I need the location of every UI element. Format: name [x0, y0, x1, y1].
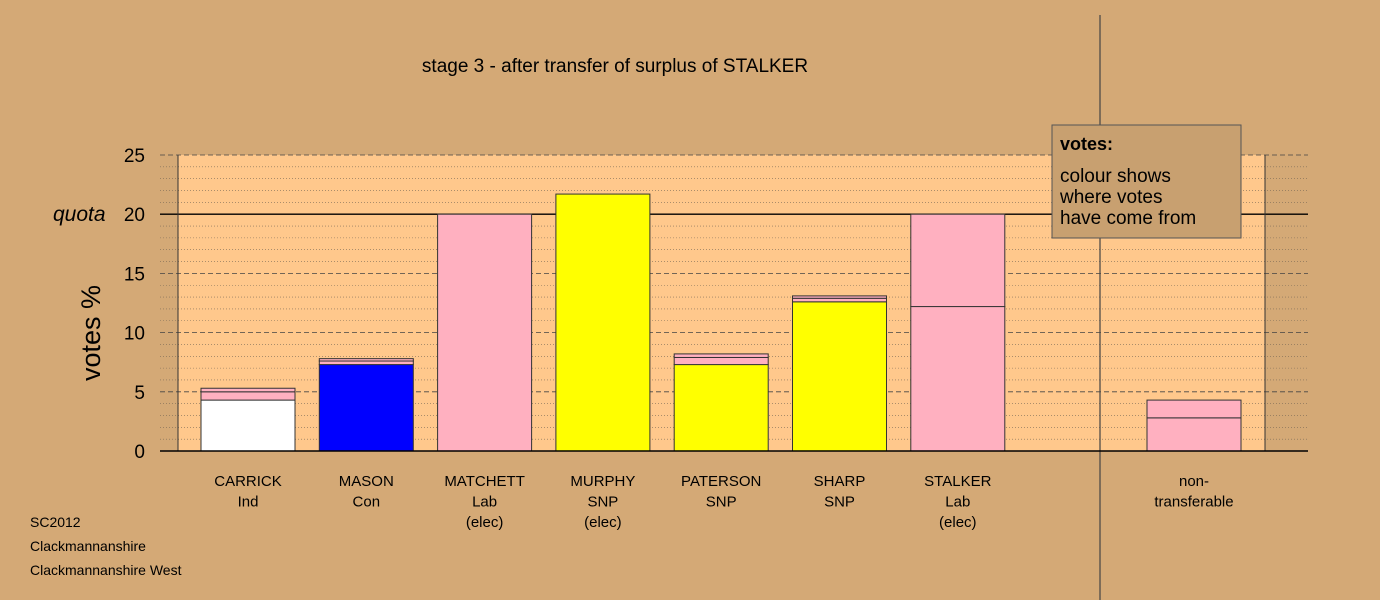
- y-tick-label: 5: [134, 383, 145, 404]
- bar-sharp-segment-1: [792, 301, 887, 452]
- chart-title: stage 3 - after transfer of surplus of S…: [422, 56, 808, 77]
- bar-sharp-segment-2: [792, 297, 887, 303]
- bars: [200, 193, 1242, 452]
- category-label-matchett-line-1: MATCHETT: [444, 473, 525, 490]
- bar-nontransferable-segment-1: [1146, 417, 1242, 452]
- category-label-paterson-line-2: SNP: [706, 494, 737, 511]
- category-label-matchett-line-2: Lab: [472, 494, 497, 511]
- y-ticks: 0 5 10 15 20 25: [124, 146, 145, 463]
- category-label-nontransferable-line-2: transferable: [1154, 494, 1233, 511]
- bar-matchett-segment-1: [437, 213, 533, 452]
- category-label-sharp-line-2: SNP: [824, 494, 855, 511]
- category-label-matchett-line-3: (elec): [466, 514, 504, 531]
- y-tick-label: 0: [134, 442, 145, 463]
- legend-box: [1051, 124, 1242, 239]
- bar-mason-segment-2: [318, 360, 414, 366]
- category-label-sharp-line-1: SHARP: [814, 473, 866, 490]
- category-label-paterson-line-1: PATERSON: [681, 473, 761, 490]
- category-label-carrick-line-2: Ind: [238, 494, 259, 511]
- y-tick-label: 10: [124, 324, 145, 345]
- bar-carrick-segment-3: [200, 387, 296, 393]
- category-label-carrick-line-1: CARRICK: [214, 473, 282, 490]
- footer-line-2: Clackmannanshire: [30, 538, 146, 554]
- bar-carrick-segment-2: [200, 391, 296, 401]
- footer-line-3: Clackmannanshire West: [30, 562, 182, 578]
- bar-murphy-segment-1: [555, 193, 651, 452]
- bar-mason-segment-3: [318, 358, 414, 362]
- category-label-mason-line-2: Con: [353, 494, 381, 511]
- category-label-stalker-line-3: (elec): [939, 514, 977, 531]
- footer: SC2012 Clackmannanshire Clackmannanshire…: [30, 514, 182, 578]
- bar-carrick-segment-1: [200, 399, 296, 452]
- legend: votes: colour shows where votes have com…: [1051, 124, 1242, 239]
- bar-mason-segment-1: [318, 364, 414, 452]
- bar-paterson-segment-3: [673, 353, 769, 358]
- y-tick-label: 25: [124, 146, 145, 167]
- bar-nontransferable-segment-2: [1146, 399, 1242, 419]
- category-label-murphy-line-3: (elec): [584, 514, 622, 531]
- y-tick-label: 20: [124, 205, 145, 226]
- category-label-nontransferable-line-1: non-: [1179, 473, 1209, 490]
- bar-sharp-segment-3: [792, 295, 887, 299]
- category-label-stalker-line-2: Lab: [945, 494, 970, 511]
- category-label-stalker-line-1: STALKER: [924, 473, 991, 490]
- category-label-murphy-line-1: MURPHY: [570, 473, 635, 490]
- footer-line-1: SC2012: [30, 514, 81, 530]
- legend-line-1: colour shows: [1060, 166, 1171, 187]
- category-labels: CARRICK Ind MASON Con MATCHETT Lab (elec) MURPH…: [214, 473, 1233, 531]
- bar-paterson-segment-2: [673, 356, 769, 366]
- legend-line-2: where votes: [1059, 187, 1162, 208]
- y-axis-label: votes %: [76, 285, 106, 381]
- bar-stalker-segment-2: [910, 213, 1006, 308]
- legend-heading: votes:: [1060, 134, 1113, 154]
- bar-paterson-segment-1: [673, 364, 769, 452]
- legend-line-3: have come from: [1060, 208, 1196, 229]
- category-label-mason-line-1: MASON: [339, 473, 394, 490]
- axes: [160, 15, 1308, 600]
- bar-stalker-segment-1: [910, 306, 1006, 452]
- category-label-murphy-line-2: SNP: [587, 494, 618, 511]
- y-tick-label: 15: [124, 264, 145, 285]
- quota-label: quota: [53, 203, 106, 226]
